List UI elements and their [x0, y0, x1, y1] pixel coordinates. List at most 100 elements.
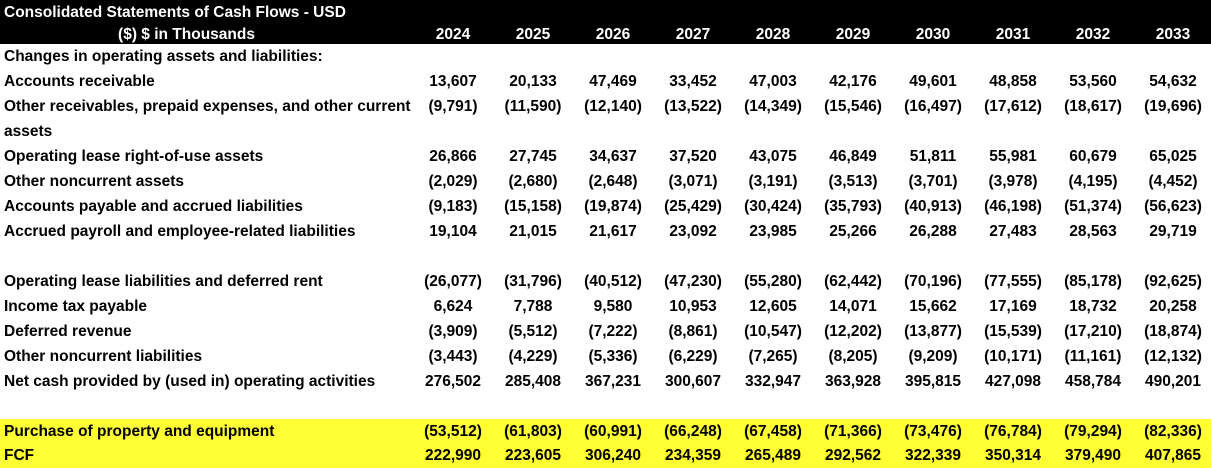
value-cell: (10,171) [984, 347, 1042, 365]
value-cell: (17,612) [984, 98, 1042, 115]
value-cell: (40,913) [904, 197, 962, 215]
value-cell: (19,874) [584, 197, 642, 215]
value-cell: (18,617) [1064, 98, 1122, 115]
table-row: Other receivables, prepaid expenses, and… [0, 94, 1211, 144]
table-row: Income tax payable 6,624 7,788 9,580 10,953 1… [0, 294, 1211, 319]
value-cell: (15,158) [504, 197, 562, 215]
value-cell: (51,374) [1064, 197, 1122, 215]
year-header: 2027 [653, 22, 733, 44]
value-cell: (13,877) [904, 322, 962, 340]
value-cell: (61,803) [493, 419, 573, 444]
value-cell: 34,637 [589, 147, 637, 165]
value-cell: (47,230) [664, 272, 722, 290]
value-cell: 20,133 [509, 72, 557, 90]
row-label: Operating lease right-of-use assets [4, 147, 264, 165]
value-cell: (92,625) [1144, 272, 1202, 290]
value-cell: (9,209) [908, 347, 958, 365]
table-row: Accrued payroll and employee-related lia… [0, 219, 1211, 269]
value-cell: 27,745 [509, 147, 557, 165]
value-cell: 23,092 [669, 223, 717, 240]
value-cell: 26,866 [429, 147, 477, 165]
year-header: 2030 [893, 22, 973, 44]
value-cell: (7,265) [748, 347, 798, 365]
value-cell: 306,240 [573, 444, 653, 468]
value-cell: (11,590) [504, 98, 562, 115]
value-cell: 6,624 [433, 297, 473, 315]
value-cell: (8,205) [828, 347, 878, 365]
value-cell: 46,849 [829, 147, 877, 165]
value-cell: 222,990 [413, 444, 493, 468]
value-cell: (3,443) [428, 347, 478, 365]
value-cell: 12,605 [749, 297, 797, 315]
row-label: Net cash provided by (used in) operating… [4, 373, 376, 390]
value-cell: 48,858 [989, 72, 1037, 90]
value-cell: 10,953 [669, 297, 717, 315]
row-label: Purchase of property and equipment [0, 419, 413, 444]
value-cell: 9,580 [593, 297, 633, 315]
value-cell: 33,452 [669, 72, 717, 90]
year-header: 2025 [493, 22, 573, 44]
value-cell: (12,202) [824, 322, 882, 340]
value-cell: (73,476) [893, 419, 973, 444]
value-cell: (3,701) [908, 172, 958, 190]
value-cell: (19,696) [1144, 98, 1202, 115]
value-cell: (9,183) [428, 197, 478, 215]
value-cell: (55,280) [744, 272, 802, 290]
value-cell: 427,098 [984, 373, 1042, 390]
value-cell: (3,071) [668, 172, 718, 190]
value-cell: (31,796) [504, 272, 562, 290]
value-cell: 292,562 [813, 444, 893, 468]
header-row-title: Consolidated Statements of Cash Flows - … [0, 0, 1211, 22]
section-title-row: Changes in operating assets and liabilit… [0, 44, 1211, 69]
value-cell: 28,563 [1069, 223, 1117, 240]
value-cell: 43,075 [749, 147, 797, 165]
value-cell: 363,928 [824, 373, 882, 390]
value-cell: 55,981 [989, 147, 1037, 165]
value-cell: 332,947 [744, 373, 802, 390]
value-cell: (35,793) [824, 197, 882, 215]
value-cell: 42,176 [829, 72, 877, 90]
value-cell: 18,732 [1069, 297, 1117, 315]
value-cell: (26,077) [424, 272, 482, 290]
section-title: Changes in operating assets and liabilit… [4, 47, 323, 65]
value-cell: 395,815 [904, 373, 962, 390]
value-cell: (4,229) [508, 347, 558, 365]
value-cell: (11,161) [1064, 347, 1122, 365]
value-cell: (3,191) [748, 172, 798, 190]
value-cell: (3,909) [428, 322, 478, 340]
unit-caption: ($) $ in Thousands [0, 22, 413, 44]
value-cell: 379,490 [1053, 444, 1133, 468]
year-header: 2031 [973, 22, 1053, 44]
value-cell: (30,424) [744, 197, 802, 215]
value-cell: (6,229) [668, 347, 718, 365]
value-cell: (3,978) [988, 172, 1038, 190]
value-cell: (62,442) [824, 272, 882, 290]
value-cell: (16,497) [904, 98, 962, 115]
value-cell: (82,336) [1133, 419, 1211, 444]
value-cell: (15,546) [824, 98, 882, 115]
statement-title: Consolidated Statements of Cash Flows - … [0, 0, 413, 22]
value-cell: (18,874) [1144, 322, 1202, 340]
value-cell: 300,607 [664, 373, 722, 390]
value-cell: (10,547) [744, 322, 802, 340]
value-cell: (9,791) [428, 98, 478, 115]
value-cell: 407,865 [1133, 444, 1211, 468]
value-cell: 223,605 [493, 444, 573, 468]
year-header: 2032 [1053, 22, 1133, 44]
value-cell: 7,788 [513, 297, 553, 315]
value-cell: (13,522) [664, 98, 722, 115]
value-cell: 15,662 [909, 297, 957, 315]
value-cell: (4,452) [1148, 172, 1198, 190]
value-cell: (76,784) [973, 419, 1053, 444]
value-cell: 20,258 [1149, 297, 1197, 315]
value-cell: 26,288 [909, 223, 957, 240]
data-rows: Accounts receivable 13,607 20,133 47,469 33,… [0, 69, 1211, 468]
value-cell: 25,266 [829, 223, 877, 240]
value-cell: 234,359 [653, 444, 733, 468]
value-cell: 322,339 [893, 444, 973, 468]
table-row: Accounts payable and accrued liabilities… [0, 194, 1211, 219]
value-cell: (60,991) [573, 419, 653, 444]
value-cell: (15,539) [984, 322, 1042, 340]
